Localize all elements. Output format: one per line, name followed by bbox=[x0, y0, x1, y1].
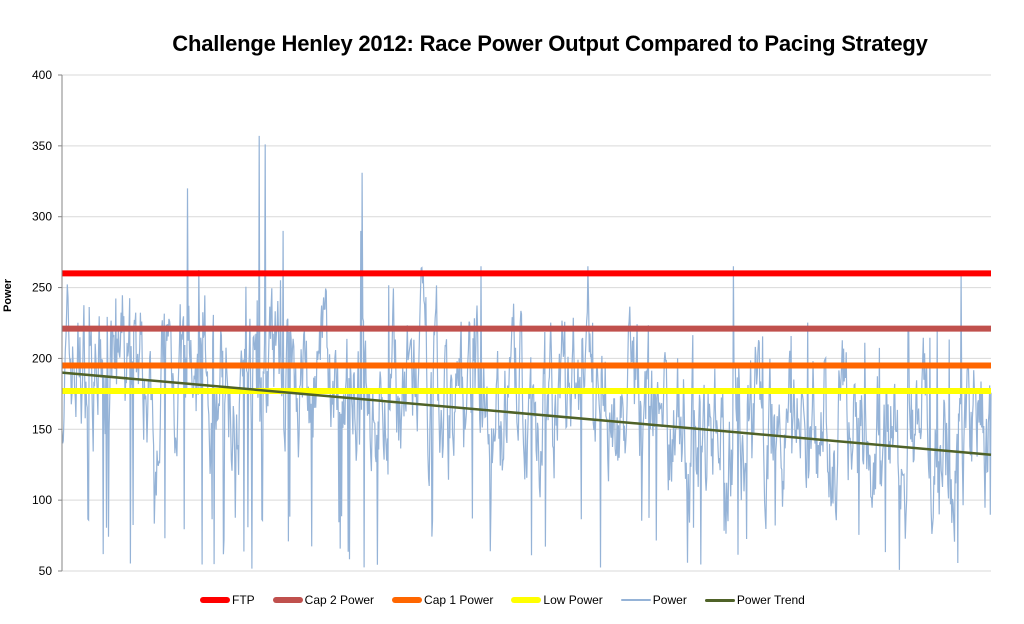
legend-item-power-trend: Power Trend bbox=[704, 593, 805, 607]
pacing-bands bbox=[62, 270, 991, 395]
gridlines bbox=[62, 74, 991, 572]
y-tick-label: 50 bbox=[39, 564, 53, 578]
legend-item-power: Power bbox=[620, 593, 687, 607]
y-tick-label: 100 bbox=[32, 493, 52, 507]
legend-label: Power bbox=[652, 593, 687, 607]
legend-item-cap-1-power: Cap 1 Power bbox=[392, 593, 493, 607]
legend-swatch bbox=[200, 597, 230, 603]
legend-item-low-power: Low Power bbox=[511, 593, 603, 607]
legend-item-ftp: FTP bbox=[200, 593, 255, 607]
legend-swatch bbox=[620, 599, 651, 601]
power-trend-line bbox=[61, 371, 992, 457]
legend-swatch bbox=[272, 597, 303, 603]
y-tick-label: 250 bbox=[32, 281, 52, 295]
legend-swatch bbox=[392, 597, 423, 603]
power-line bbox=[61, 135, 992, 570]
legend: FTP Cap 2 Power Cap 1 Power Low Power Power P… bbox=[200, 592, 823, 608]
chart-title: Challenge Henley 2012: Race Power Output… bbox=[172, 31, 928, 56]
power-series bbox=[61, 135, 992, 570]
y-tick-label: 400 bbox=[32, 68, 52, 82]
legend-item-cap-2-power: Cap 2 Power bbox=[272, 593, 375, 607]
legend-swatch bbox=[511, 597, 542, 603]
y-tick-label: 300 bbox=[32, 210, 52, 224]
trend-line bbox=[61, 371, 992, 457]
y-axis-ticks: 50 100 150 200 250 300 350 400 bbox=[32, 68, 62, 578]
legend-swatch bbox=[704, 598, 735, 602]
legend-label: Power Trend bbox=[736, 593, 805, 607]
y-tick-label: 200 bbox=[32, 351, 52, 365]
y-tick-label: 150 bbox=[32, 422, 52, 436]
legend-label: Low Power bbox=[543, 593, 603, 607]
legend-label: FTP bbox=[232, 593, 255, 607]
legend-label: Cap 2 Power bbox=[304, 593, 375, 607]
y-tick-label: 350 bbox=[32, 139, 52, 153]
legend-label: Cap 1 Power bbox=[424, 593, 494, 607]
